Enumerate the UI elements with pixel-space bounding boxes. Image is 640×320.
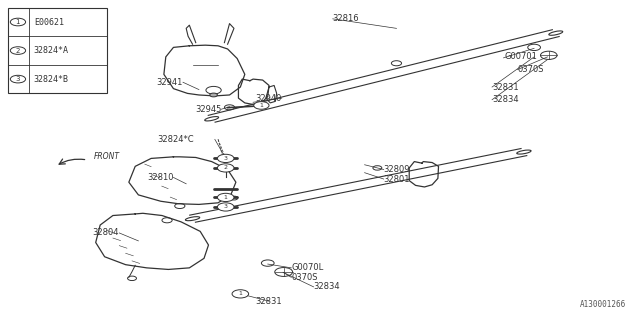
Text: 32809: 32809	[384, 165, 410, 174]
Text: 0370S: 0370S	[518, 65, 544, 74]
Text: 32834: 32834	[492, 95, 518, 104]
Text: 0370S: 0370S	[291, 273, 318, 282]
Text: 32940: 32940	[255, 94, 282, 103]
Text: 2: 2	[224, 165, 228, 171]
Bar	[8, 8, 106, 93]
Text: 1: 1	[16, 19, 20, 25]
Circle shape	[218, 203, 234, 211]
Text: 32804: 32804	[93, 228, 119, 237]
Text: 32941: 32941	[157, 78, 183, 87]
Text: A130001266: A130001266	[580, 300, 626, 309]
Text: 1: 1	[259, 103, 263, 108]
Circle shape	[218, 164, 234, 172]
Text: 3: 3	[16, 76, 20, 82]
Circle shape	[218, 193, 234, 202]
Circle shape	[10, 47, 26, 54]
Text: 32816: 32816	[333, 14, 360, 23]
Circle shape	[232, 290, 248, 298]
Circle shape	[10, 18, 26, 26]
Text: 2: 2	[16, 48, 20, 53]
Text: 3: 3	[224, 204, 228, 210]
Text: 1: 1	[224, 195, 228, 200]
Text: 1: 1	[239, 292, 243, 296]
Circle shape	[253, 102, 269, 109]
Text: 32834: 32834	[314, 282, 340, 292]
Text: 32801: 32801	[384, 174, 410, 184]
Text: 32824*B: 32824*B	[34, 75, 69, 84]
Text: G00701: G00701	[505, 52, 538, 61]
Text: 32824*A: 32824*A	[34, 46, 69, 55]
Circle shape	[10, 75, 26, 83]
Circle shape	[210, 93, 218, 97]
Text: FRONT: FRONT	[94, 152, 120, 161]
Circle shape	[218, 154, 234, 163]
Text: 32945: 32945	[195, 105, 221, 114]
Text: 3: 3	[224, 156, 228, 161]
Text: 32824*C: 32824*C	[157, 135, 194, 144]
Text: 32831: 32831	[492, 83, 518, 92]
Text: 32810: 32810	[147, 173, 173, 182]
Text: E00621: E00621	[34, 18, 64, 27]
Text: G0070L: G0070L	[291, 263, 324, 272]
Text: 32831: 32831	[256, 297, 282, 306]
